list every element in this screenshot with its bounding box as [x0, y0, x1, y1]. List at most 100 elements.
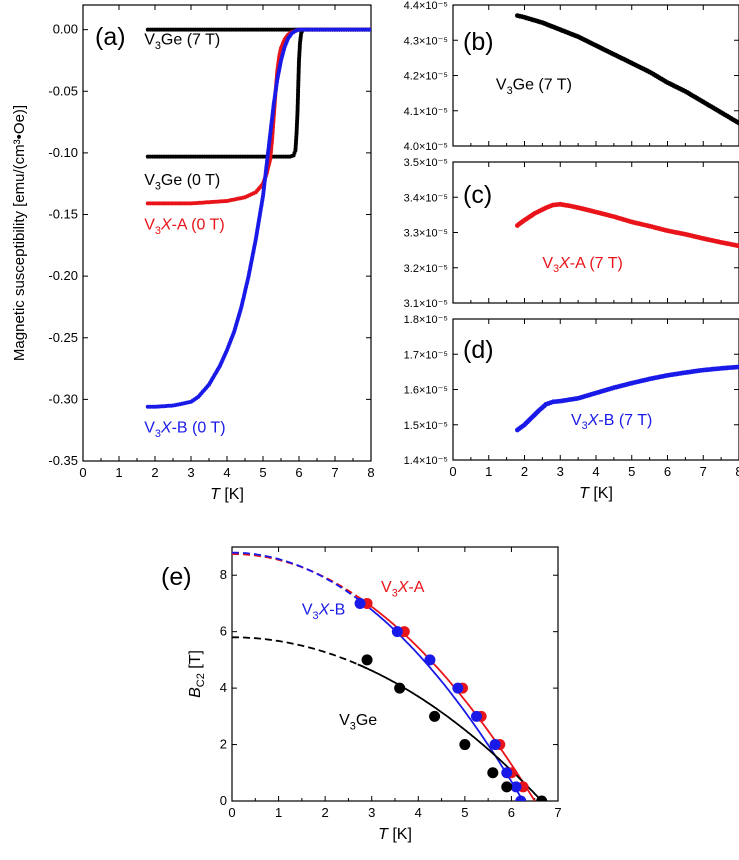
y-tick-label: 1.5×10⁻⁵ [404, 420, 448, 432]
x-tick-label: 2 [521, 464, 528, 479]
y-tick-label: 0 [220, 793, 227, 808]
fit-curve [357, 598, 524, 801]
x-tick-label: 7 [700, 464, 707, 479]
y-tick-label: 3.5×10⁻⁵ [404, 157, 448, 169]
x-tick-label: 3 [368, 805, 375, 820]
y-tick-label: 4.0×10⁻⁵ [404, 141, 448, 153]
x-tick-label: 5 [461, 805, 468, 820]
data-point [429, 710, 441, 722]
y-tick-label: -0.15 [48, 207, 78, 222]
y-axis-label: Magnetic susceptibility [emu/(cm³•Oe)] [11, 105, 28, 361]
y-tick-label: 1.4×10⁻⁵ [404, 455, 448, 467]
x-tick-label: 7 [331, 465, 338, 480]
data-point [354, 597, 366, 609]
panel-label: (b) [463, 28, 494, 56]
data-point [736, 243, 739, 249]
data-point [487, 767, 499, 779]
x-tick-label: 3 [187, 465, 194, 480]
y-tick-label: 3.2×10⁻⁵ [404, 263, 448, 275]
panel-b-chart: 4.0×10⁻⁵ 4.1×10⁻⁵ 4.2×10⁻⁵ 4.3×10⁻⁵ 4.4×10⁻⁵… [404, 0, 739, 153]
data-point [459, 739, 471, 751]
y-tick-label: 4 [220, 680, 227, 695]
x-axis-label: T [K] [378, 826, 412, 843]
data-point [394, 682, 406, 694]
series-annotation: V3X-A (7 T) [542, 255, 622, 275]
series-annotation: V3X-B [302, 602, 345, 622]
x-tick-label: 7 [554, 805, 561, 820]
x-tick-label: 4 [415, 805, 422, 820]
x-tick-label: 2 [151, 465, 158, 480]
data-point [424, 654, 436, 666]
y-tick-label: 2 [220, 737, 227, 752]
data-point [471, 710, 482, 722]
y-tick-label: 3.1×10⁻⁵ [404, 298, 448, 310]
x-tick-label: 8 [735, 464, 739, 479]
series-annotation: V3X-A (0 T) [144, 216, 224, 236]
data-point [515, 795, 527, 801]
y-tick-label: 4.4×10⁻⁵ [404, 0, 448, 12]
data-point [736, 120, 739, 126]
x-tick-label: 6 [508, 805, 515, 820]
series-annotation: V3Ge [339, 712, 377, 732]
x-tick-label: 8 [367, 465, 374, 480]
y-tick-label: -0.10 [48, 145, 78, 160]
panel-a-chart: 0 1 2 3 4 5 6 7 8 0.00 -0.05 -0.10 -0.15 -0.20 -0.25 -0… [11, 4, 375, 503]
fit-curve-dashed [232, 636, 368, 670]
plot-area [145, 27, 371, 409]
data-point [489, 739, 501, 751]
data-point [361, 654, 373, 666]
x-tick-label: 1 [115, 465, 122, 480]
x-axis-label: T [K] [579, 485, 613, 502]
fit-curve [357, 663, 543, 801]
panel-label: (d) [463, 336, 494, 364]
y-tick-label: 8 [220, 567, 227, 582]
x-axis-label: T [K] [210, 486, 244, 503]
plot-frame [82, 4, 372, 462]
data-point [501, 767, 513, 779]
panel-c-chart: 3.1×10⁻⁵ 3.2×10⁻⁵ 3.3×10⁻⁵ 3.4×10⁻⁵ 3.5×10⁻⁵… [404, 157, 739, 310]
y-tick-label: 4.3×10⁻⁵ [404, 35, 448, 47]
panel-d-chart: 0 1 2 3 4 5 6 7 8 1.4×10⁻⁵ 1.5×10⁻⁵ 1.6×10⁻⁵ 1.7×10⁻… [404, 314, 739, 502]
fit-curve [357, 595, 536, 801]
x-tick-label: 0 [79, 465, 86, 480]
data-point [501, 781, 513, 793]
fit-curve-dashed [232, 553, 368, 604]
x-tick-label: 2 [322, 805, 329, 820]
y-tick-label: -0.25 [48, 330, 78, 345]
panel-label: (a) [95, 23, 126, 51]
data-point [510, 781, 522, 793]
data-point [452, 682, 464, 694]
y-tick-label: -0.30 [48, 391, 78, 406]
y-tick-label: -0.05 [48, 83, 78, 98]
x-tick-label: 1 [485, 464, 492, 479]
plot-area [515, 201, 739, 249]
plot-area [515, 364, 739, 433]
series-annotation: V3X-B (7 T) [571, 412, 652, 432]
x-tick-label: 1 [275, 805, 282, 820]
y-tick-label: -0.20 [48, 268, 78, 283]
y-tick-label: 0.00 [53, 22, 78, 37]
x-tick-label: 5 [628, 464, 635, 479]
series-annotation: V3Ge (7 T) [144, 31, 220, 51]
y-tick-label: -0.35 [48, 453, 78, 468]
plot-frame [452, 4, 739, 147]
data-point [736, 364, 739, 370]
series-annotation: V3Ge (7 T) [496, 77, 572, 97]
y-tick-label: 4.1×10⁻⁵ [404, 106, 448, 118]
data-point [391, 626, 403, 638]
plot-area [515, 13, 739, 126]
y-axis-label: BC2 [T] [187, 650, 207, 698]
fit-curve-dashed [232, 551, 368, 607]
x-tick-label: 3 [557, 464, 564, 479]
x-tick-label: 6 [664, 464, 671, 479]
y-tick-label: 4.2×10⁻⁵ [404, 71, 448, 83]
data-point [369, 27, 371, 32]
x-tick-label: 4 [223, 465, 230, 480]
plot-frame [231, 546, 559, 802]
x-tick-label: 4 [592, 464, 599, 479]
panel-e-chart: 0 1 2 3 4 5 6 7 0 2 4 6 8 (e) T [K] BC2 [T] V3X-A V3X-B V3… [161, 546, 562, 843]
x-tick-label: 6 [295, 465, 302, 480]
y-tick-label: 3.4×10⁻⁵ [404, 192, 448, 204]
plot-area [232, 551, 548, 801]
